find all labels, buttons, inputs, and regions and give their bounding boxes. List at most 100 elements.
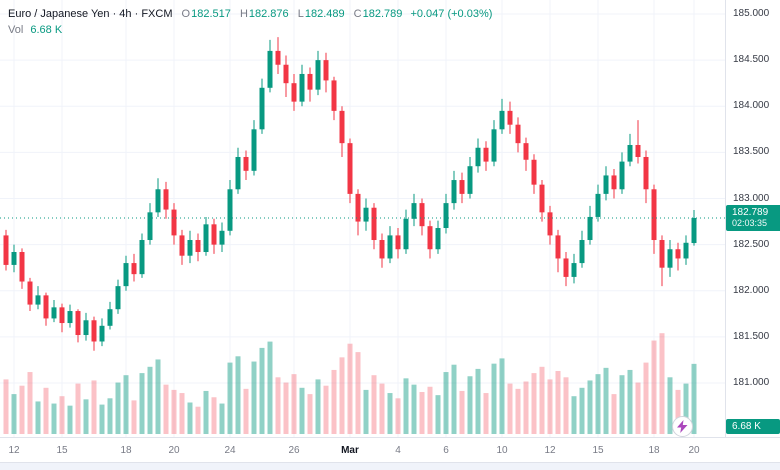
- volume-bar: [299, 387, 305, 434]
- last-price-badge: 182.789 02:03:35: [726, 204, 780, 231]
- candle-body: [235, 156, 241, 190]
- symbol-title[interactable]: Euro / Japanese Yen · 4h · FXCM: [8, 8, 173, 20]
- volume-bar: [491, 363, 497, 434]
- candle-body: [323, 60, 329, 81]
- volume-bar: [683, 383, 689, 434]
- volume-bar: [467, 376, 473, 434]
- volume-bar: [387, 393, 393, 434]
- volume-bar: [83, 399, 89, 434]
- volume-bar: [171, 389, 177, 434]
- volume-bar: [315, 379, 321, 434]
- candle-body: [131, 263, 137, 275]
- window-bottom-strip: [0, 462, 780, 470]
- volume-bar: [563, 377, 569, 434]
- volume-bar: [531, 373, 537, 434]
- volume-bar: [275, 377, 281, 434]
- candle-body: [339, 110, 345, 144]
- candle-body: [395, 235, 401, 250]
- candle-body: [35, 295, 41, 305]
- candle-body: [83, 320, 89, 336]
- open-value: 182.517: [191, 8, 231, 20]
- candle-body: [667, 249, 673, 268]
- time-axis-label: 18: [120, 445, 132, 456]
- volume-bar: [187, 402, 193, 434]
- candle-body: [691, 217, 697, 244]
- candle-body: [179, 235, 185, 256]
- volume-bar: [259, 347, 265, 434]
- volume-bar: [555, 371, 561, 434]
- volume-bar: [179, 393, 185, 434]
- volume-bar: [227, 362, 233, 434]
- volume-bar: [363, 389, 369, 434]
- candle-body: [651, 189, 657, 241]
- candle-body: [555, 235, 561, 259]
- volume-bar: [43, 387, 49, 434]
- low-label: L: [297, 8, 304, 20]
- volume-bar: [539, 366, 545, 434]
- candle-body: [571, 263, 577, 277]
- volume-bar: [435, 395, 441, 434]
- candle-body: [499, 110, 505, 130]
- price-axis-label: 181.500: [733, 330, 770, 342]
- candle-body: [91, 320, 97, 342]
- chart-canvas[interactable]: [0, 0, 726, 437]
- candle-body: [123, 263, 129, 287]
- volume-bar: [219, 403, 225, 434]
- price-axis-label: 183.500: [733, 146, 770, 158]
- volume-bar: [67, 405, 73, 434]
- candle-body: [315, 60, 321, 90]
- candle-body: [531, 159, 537, 185]
- time-axis[interactable]: 12 15 18 20 24 26 Mar 4 6 10 12 15 18 20: [0, 437, 780, 464]
- price-axis[interactable]: 182.789 02:03:35 6.68 K 185.000 184.500 18…: [725, 0, 780, 437]
- lightning-icon: [677, 420, 688, 433]
- time-axis-label: 18: [648, 445, 660, 456]
- volume-label: Vol: [8, 24, 24, 36]
- volume-bar: [75, 383, 81, 434]
- volume-bar: [211, 397, 217, 434]
- time-axis-label: 12: [544, 445, 556, 456]
- candle-body: [195, 240, 201, 253]
- time-axis-label: 6: [443, 445, 449, 456]
- volume-bar: [419, 392, 425, 434]
- candle-body: [147, 212, 153, 241]
- instant-trading-button[interactable]: [672, 416, 693, 437]
- candle-body: [595, 193, 601, 217]
- volume-bar: [59, 396, 65, 434]
- volume-bar: [523, 381, 529, 434]
- candle-body: [475, 147, 481, 167]
- price-axis-label: 184.500: [733, 54, 770, 66]
- candle-body: [267, 50, 273, 88]
- price-axis-label: 182.000: [733, 284, 770, 296]
- time-axis-label: 24: [224, 445, 236, 456]
- candle-body: [363, 207, 369, 222]
- volume-bar: [355, 352, 361, 434]
- time-axis-label: 26: [288, 445, 300, 456]
- volume-bar: [251, 361, 257, 434]
- volume-bar: [483, 393, 489, 434]
- price-axis-label: 183.000: [733, 192, 770, 204]
- candle-body: [483, 147, 489, 162]
- volume-badge: 6.68 K: [726, 419, 780, 434]
- candle-body: [211, 224, 217, 245]
- candle-body: [643, 156, 649, 190]
- volume-value: 6.68 K: [30, 24, 63, 36]
- volume-bar: [571, 396, 577, 434]
- time-axis-label: 10: [496, 445, 508, 456]
- candle-body: [283, 64, 289, 84]
- volume-bar: [379, 383, 385, 434]
- time-axis-label: 12: [8, 445, 20, 456]
- candle-body: [275, 50, 281, 65]
- candle-body: [163, 189, 169, 210]
- volume-bar: [659, 333, 665, 434]
- volume-bar: [459, 390, 465, 434]
- volume-bar: [131, 400, 137, 434]
- candle-body: [563, 258, 569, 277]
- volume-bar: [291, 374, 297, 434]
- volume-bar: [283, 382, 289, 434]
- volume-bar: [3, 379, 9, 434]
- volume-bar: [51, 403, 57, 434]
- volume-bar: [27, 372, 33, 434]
- volume-bar: [19, 385, 25, 434]
- candlestick-chart[interactable]: [0, 0, 726, 437]
